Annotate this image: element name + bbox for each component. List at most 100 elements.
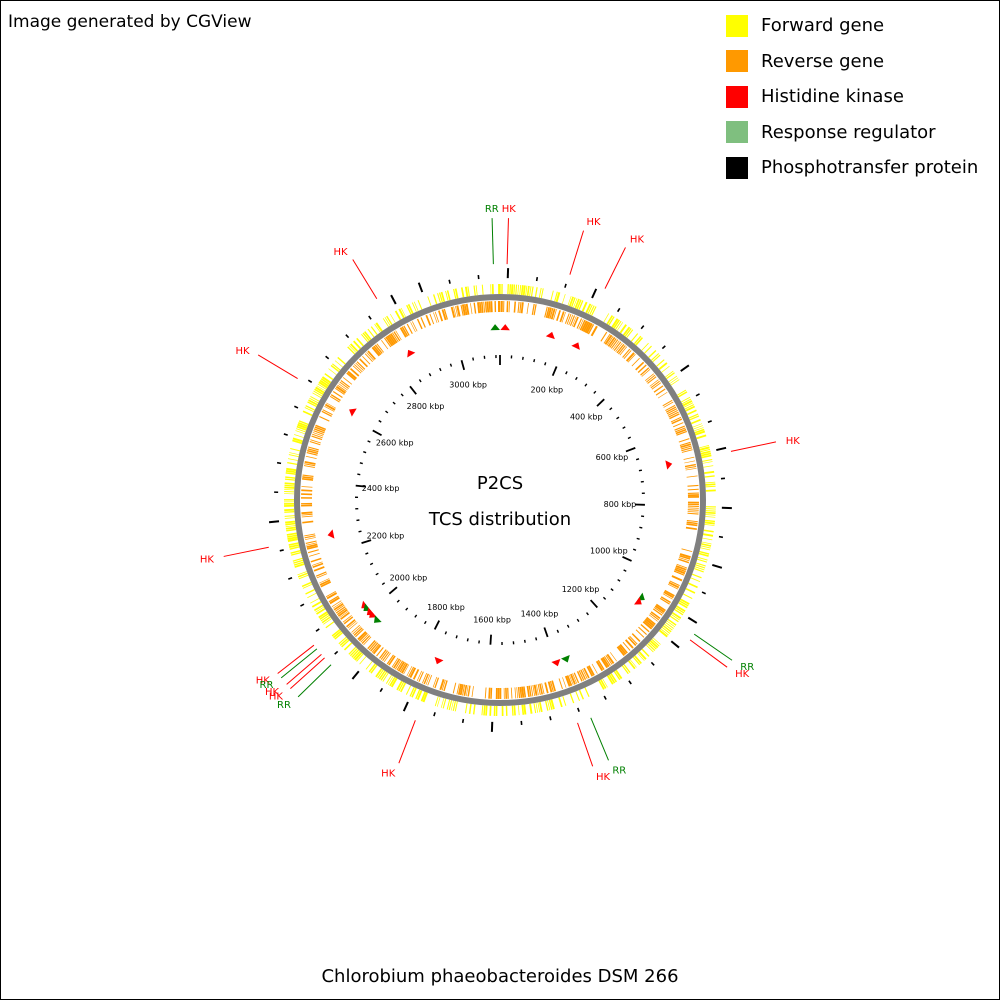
reverse-gene-mark [306, 542, 318, 546]
reverse-gene-mark [532, 685, 536, 697]
forward-gene-mark [302, 583, 313, 589]
forward-gene-mark [287, 536, 298, 540]
reverse-gene-mark [354, 364, 363, 373]
forward-gene-mark [691, 573, 702, 579]
forward-gene-mark [446, 699, 451, 710]
forward-gene-mark [695, 430, 706, 436]
ruler-tick [584, 383, 588, 387]
reverse-gene-mark [602, 656, 610, 668]
forward-gene-mark [522, 285, 526, 296]
forward-gene-mark [699, 550, 710, 555]
forward-gene-mark [394, 310, 402, 321]
phosphotransfer-mark [640, 325, 645, 330]
phosphotransfer-mark [461, 718, 465, 724]
reverse-gene-mark [465, 303, 470, 315]
forward-gene-mark [661, 626, 671, 634]
reverse-gene-mark [530, 685, 534, 697]
reverse-gene-mark [647, 376, 657, 384]
reverse-gene-mark [679, 554, 691, 560]
phosphotransfer-mark [390, 294, 397, 305]
reverse-gene-mark [319, 578, 330, 584]
ruler-tick [574, 376, 578, 381]
reverse-gene-mark [383, 337, 392, 348]
forward-gene-mark [389, 676, 396, 687]
reverse-gene-mark [325, 591, 336, 598]
reverse-gene-mark [320, 581, 332, 588]
forward-gene-mark [315, 606, 325, 613]
forward-gene-mark [285, 469, 297, 474]
forward-gene-mark [374, 323, 381, 333]
reverse-gene-mark [687, 488, 699, 491]
histidine-kinase-marker [665, 460, 673, 470]
forward-gene-mark [473, 285, 476, 296]
reverse-gene-mark [462, 684, 466, 696]
reverse-gene-mark [508, 301, 510, 313]
reverse-gene-mark [306, 543, 318, 549]
ruler-tick-label: 800 kbp [604, 500, 637, 509]
reverse-gene-mark [376, 647, 384, 657]
ruler-tick [543, 627, 549, 638]
forward-gene-mark [285, 525, 296, 528]
reverse-gene-mark [391, 657, 399, 668]
reverse-gene-mark [650, 380, 660, 389]
reverse-gene-mark [687, 509, 699, 511]
forward-gene-mark [578, 300, 584, 310]
reverse-gene-mark [457, 683, 462, 695]
reverse-gene-mark [301, 489, 313, 492]
reverse-gene-mark [342, 615, 352, 623]
forward-gene-mark [576, 299, 582, 310]
forward-gene-mark [513, 284, 516, 295]
forward-gene-mark [338, 636, 347, 645]
forward-gene-mark [400, 682, 407, 693]
reverse-gene-mark [337, 609, 348, 617]
forward-gene-mark [680, 598, 690, 605]
forward-gene-mark [349, 343, 359, 352]
forward-gene-mark [661, 365, 670, 373]
feature-callout-line [257, 354, 298, 380]
ruler-tick [632, 548, 637, 551]
forward-gene-mark [700, 547, 711, 551]
forward-gene-mark [700, 448, 711, 453]
response-regulator-label: RR [740, 662, 754, 673]
forward-gene-mark [685, 405, 696, 412]
histidine-kinase-label: HK [200, 554, 215, 565]
forward-gene-mark [409, 687, 415, 697]
forward-gene-mark [309, 397, 319, 404]
forward-gene-mark [610, 673, 618, 683]
feature-callout-line [506, 218, 509, 265]
reverse-gene-mark [547, 681, 553, 693]
reverse-gene-mark [393, 331, 401, 342]
forward-gene-mark [656, 359, 665, 367]
forward-gene-mark [297, 423, 308, 430]
forward-gene-mark [677, 389, 687, 396]
ruler-tick [535, 637, 538, 641]
reverse-gene-mark [600, 657, 609, 669]
reverse-gene-mark [645, 373, 655, 381]
reverse-gene-mark [368, 641, 377, 651]
reverse-gene-mark [385, 336, 394, 347]
phosphotransfer-mark [695, 393, 700, 397]
forward-gene-mark [623, 664, 631, 673]
ruler-tick-label: 1800 kbp [427, 603, 465, 612]
reverse-gene-mark [340, 380, 351, 388]
forward-gene-mark [334, 632, 343, 640]
reverse-gene-mark [616, 646, 626, 657]
forward-gene-mark [293, 559, 304, 564]
forward-gene-mark [411, 687, 417, 698]
forward-gene-mark [684, 404, 695, 410]
forward-gene-mark [398, 681, 405, 692]
ruler-tick [439, 367, 442, 372]
forward-gene-mark [370, 326, 378, 335]
forward-gene-mark [701, 543, 712, 547]
forward-gene-mark [705, 485, 716, 488]
reverse-gene-mark [684, 463, 696, 468]
forward-gene-mark [694, 568, 704, 573]
forward-gene-mark [677, 391, 688, 398]
forward-gene-mark [292, 557, 303, 562]
reverse-gene-mark [571, 316, 577, 327]
gene-tracks [268, 268, 732, 732]
forward-gene-mark [526, 285, 530, 296]
reverse-gene-mark [556, 310, 561, 322]
reverse-gene-mark [389, 333, 398, 344]
reverse-gene-mark [572, 673, 578, 684]
